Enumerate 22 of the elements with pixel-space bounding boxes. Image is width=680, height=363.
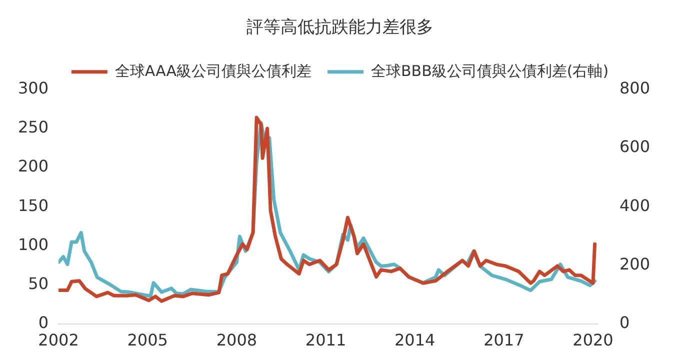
y-tick-label: 300 bbox=[18, 78, 49, 98]
y2-tick-label: 0 bbox=[619, 312, 630, 332]
y2-tick-label: 800 bbox=[619, 78, 650, 98]
y-tick-label: 0 bbox=[38, 312, 49, 332]
y2-tick-label: 400 bbox=[619, 196, 650, 215]
legend-label: 全球AAA級公司債與公債利差 bbox=[114, 62, 312, 80]
chart-title: 評等高低抗跌能力差很多 bbox=[246, 18, 434, 38]
x-tick-label: 2011 bbox=[305, 330, 346, 350]
x-tick-label: 2008 bbox=[216, 330, 258, 350]
x-tick-label: 2017 bbox=[484, 330, 524, 350]
y-tick-label: 150 bbox=[18, 196, 49, 215]
y-tick-label: 200 bbox=[18, 156, 49, 176]
x-tick-label: 2014 bbox=[394, 330, 436, 350]
y2-tick-label: 200 bbox=[619, 254, 650, 274]
x-tick-label: 2002 bbox=[38, 330, 79, 350]
legend-label: 全球BBB級公司債與公債利差(右軸) bbox=[371, 62, 609, 80]
x-tick-label: 2020 bbox=[572, 330, 614, 350]
y-tick-label: 100 bbox=[18, 234, 49, 254]
y2-tick-label: 600 bbox=[619, 137, 650, 156]
x-tick-label: 2005 bbox=[127, 330, 168, 350]
y-tick-label: 250 bbox=[18, 118, 49, 137]
y-tick-label: 50 bbox=[28, 274, 49, 293]
